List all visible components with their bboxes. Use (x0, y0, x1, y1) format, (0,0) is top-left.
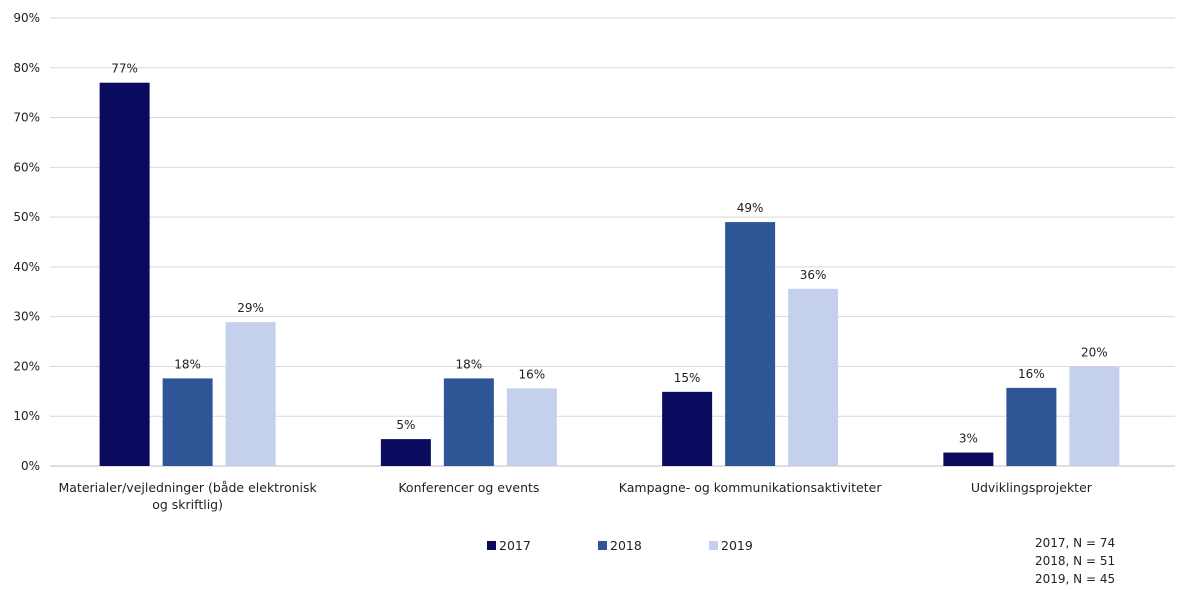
data-label: 3% (959, 432, 978, 446)
data-label: 16% (519, 367, 546, 381)
data-label: 16% (1018, 367, 1045, 381)
y-axis: 0% 10% 20% 30% 40% 50% 60% 70% 80% 90% (13, 11, 40, 473)
x-axis: Materialer/vejledninger (både elektronis… (58, 480, 1092, 512)
y-tick-label: 10% (13, 409, 40, 423)
data-label: 15% (674, 371, 701, 385)
x-tick-label: Kampagne- og kommunikationsaktiviteter (619, 480, 883, 495)
legend-swatch-2019 (709, 541, 718, 550)
y-tick-label: 70% (13, 111, 40, 125)
data-label: 20% (1081, 345, 1108, 359)
data-label: 49% (737, 201, 764, 215)
bar-2018 (162, 378, 213, 466)
sample-size-line: 2017, N = 74 (1035, 536, 1115, 550)
bar-2017 (380, 439, 431, 466)
y-tick-label: 90% (13, 11, 40, 25)
sample-size-line: 2018, N = 51 (1035, 554, 1115, 568)
sample-size-note: 2017, N = 74 2018, N = 51 2019, N = 45 (1035, 536, 1115, 586)
legend-label-2018: 2018 (610, 538, 642, 553)
bar-2017 (662, 391, 713, 466)
bar-2018 (725, 222, 776, 466)
sample-size-line: 2019, N = 45 (1035, 572, 1115, 586)
legend: 2017 2018 2019 (487, 538, 753, 553)
bar-2019 (1069, 366, 1120, 466)
data-label: 29% (237, 301, 264, 315)
y-tick-label: 30% (13, 310, 40, 324)
legend-label-2019: 2019 (721, 538, 753, 553)
y-tick-label: 50% (13, 210, 40, 224)
legend-swatch-2018 (598, 541, 607, 550)
data-labels: 77% 18% 29% 5% 18% 16% 15% 49% 36% 3% 16% 20% (111, 62, 1107, 446)
data-label: 77% (111, 62, 138, 76)
bar-2019 (788, 288, 839, 466)
y-tick-label: 20% (13, 359, 40, 373)
x-tick-label: Konferencer og events (398, 480, 539, 495)
data-label: 5% (396, 418, 415, 432)
bar-2017 (99, 82, 150, 466)
bar-2018 (443, 378, 494, 466)
y-tick-label: 60% (13, 160, 40, 174)
x-tick-label: Udviklingsprojekter (971, 480, 1093, 495)
y-tick-label: 80% (13, 61, 40, 75)
y-tick-label: 40% (13, 260, 40, 274)
legend-swatch-2017 (487, 541, 496, 550)
bars (99, 82, 1120, 466)
legend-label-2017: 2017 (499, 538, 531, 553)
data-label: 18% (174, 357, 201, 371)
bar-2018 (1006, 387, 1057, 466)
data-label: 36% (800, 268, 827, 282)
bar-2019 (225, 322, 276, 466)
gridlines (50, 17, 1175, 467)
bar-2019 (506, 388, 557, 466)
x-tick-label: og skriftlig) (152, 497, 223, 512)
x-tick-label: Materialer/vejledninger (både elektronis… (58, 480, 317, 495)
bar-2017 (943, 452, 994, 466)
y-tick-label: 0% (21, 459, 40, 473)
data-label: 18% (456, 357, 483, 371)
